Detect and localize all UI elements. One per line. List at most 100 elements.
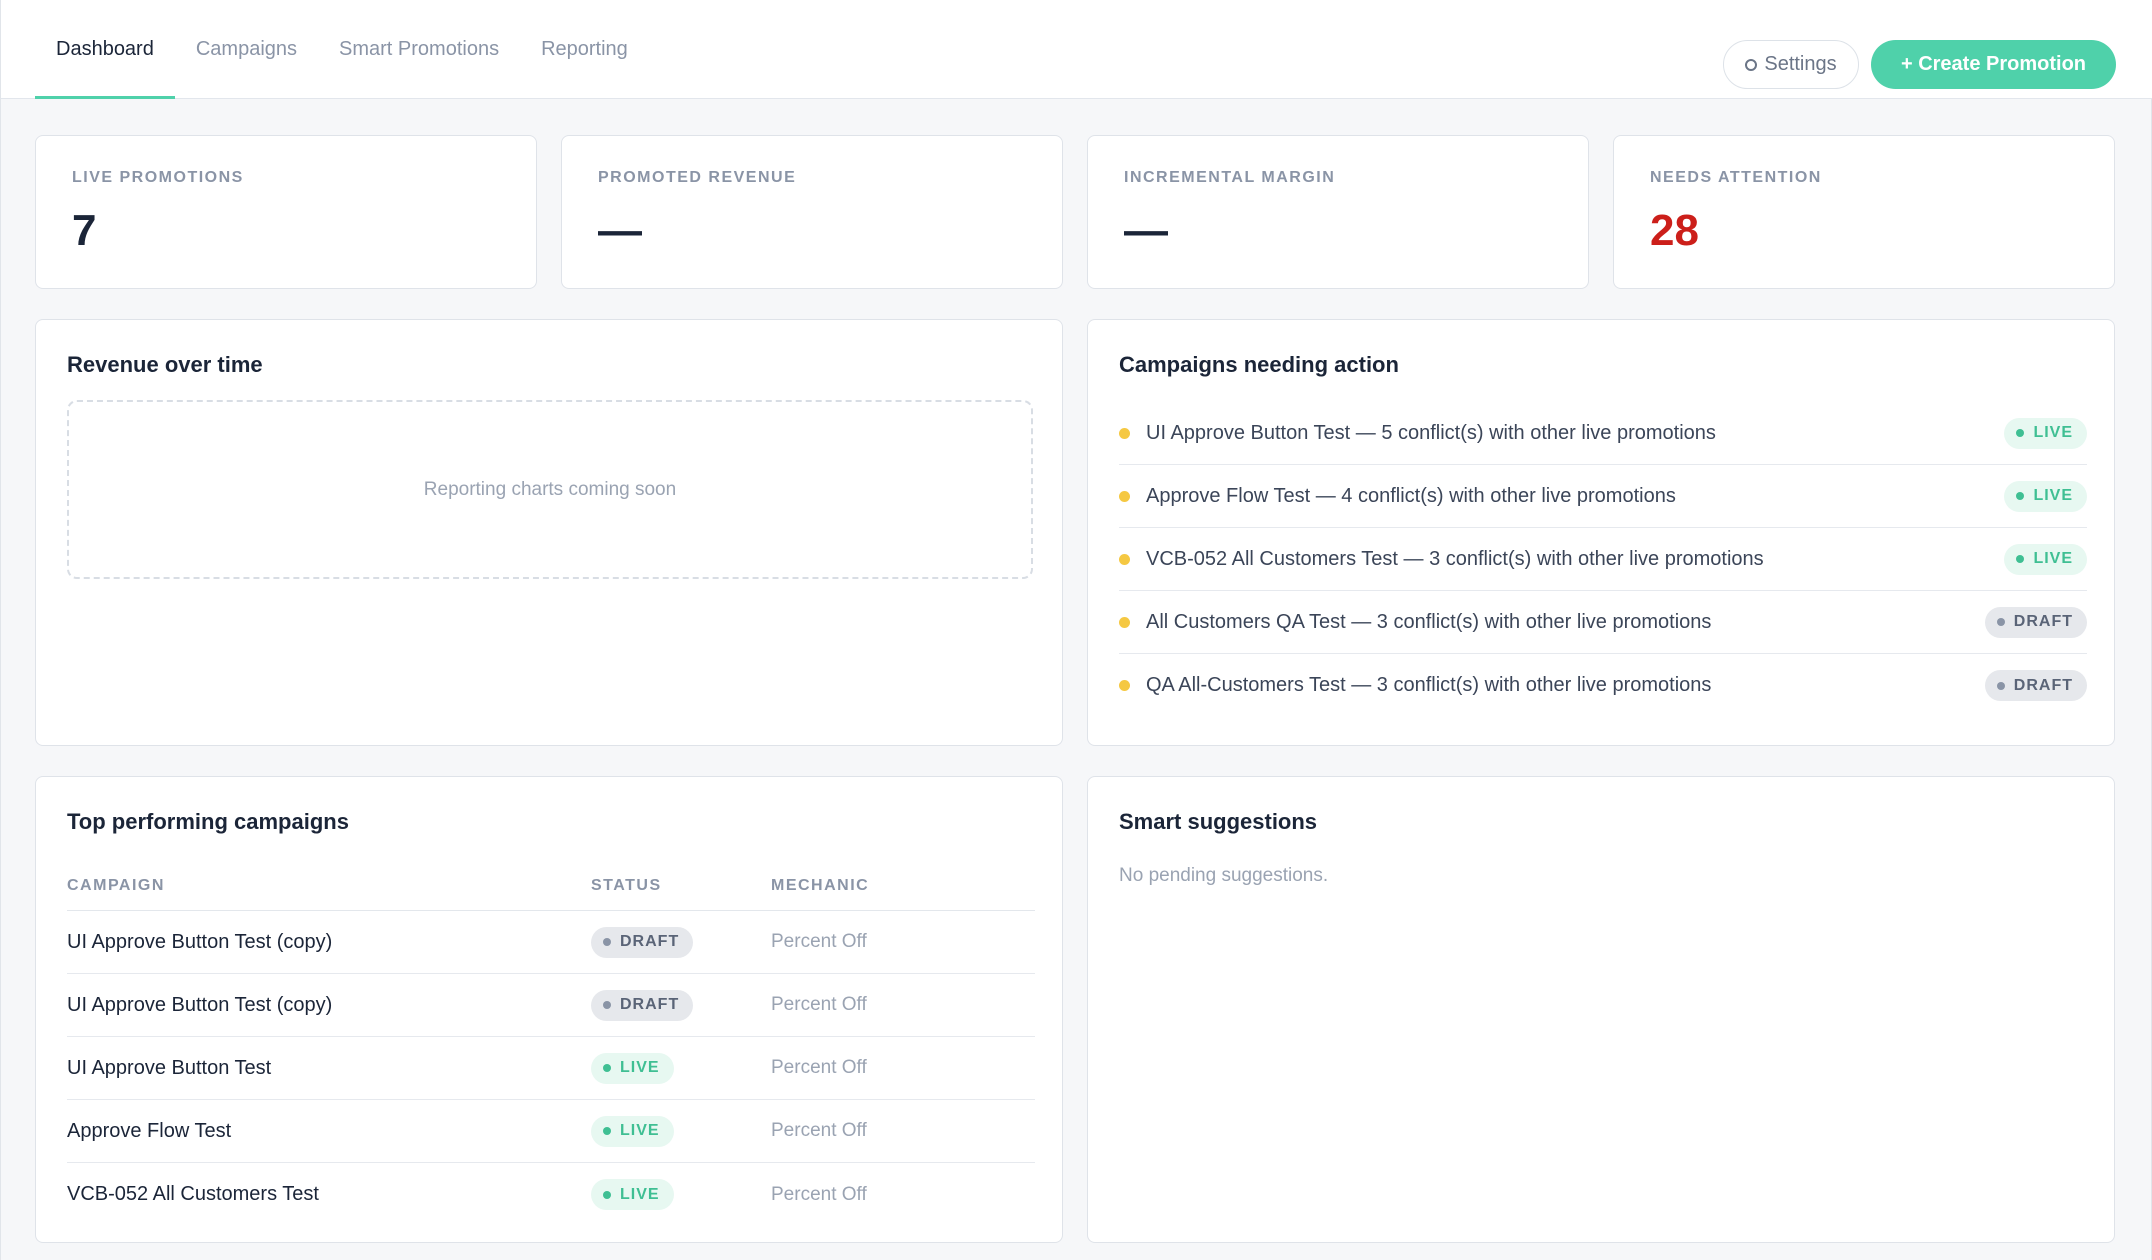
action-text: UI Approve Button Test — 5 conflict(s) w… <box>1146 421 1716 444</box>
status-label: LIVE <box>620 1185 660 1203</box>
status-badge: LIVE <box>2004 480 2087 512</box>
status-badge: LIVE <box>591 1179 674 1210</box>
kpi-value: — <box>1124 206 1168 255</box>
mechanic-cell: Percent Off <box>771 994 867 1015</box>
card-title: Top performing campaigns <box>67 809 349 834</box>
kpi-label: LIVE PROMOTIONS <box>72 169 244 186</box>
kpi-value: — <box>598 206 642 255</box>
table-header: CAMPAIGN STATUS MECHANIC <box>67 861 1035 911</box>
card-title: Smart suggestions <box>1119 809 1318 834</box>
status-label: LIVE <box>2033 550 2073 567</box>
kpi-label: INCREMENTAL MARGIN <box>1124 169 1336 186</box>
table-row[interactable]: VCB-052 All Customers Test LIVE Percent … <box>67 1163 1035 1226</box>
campaigns-needing-action-card: Campaigns needing action UI Approve Butt… <box>1087 319 2115 746</box>
campaign-name: UI Approve Button Test <box>67 1056 272 1079</box>
status-dot-icon <box>2016 492 2025 500</box>
status-dot-icon <box>603 1127 611 1135</box>
tab-campaigns[interactable]: Campaigns <box>195 38 298 60</box>
tab-smart-promotions[interactable]: Smart Promotions <box>339 38 500 60</box>
table-row[interactable]: UI Approve Button Test (copy) DRAFT Perc… <box>67 974 1035 1037</box>
status-badge: LIVE <box>591 1115 674 1147</box>
action-text: All Customers QA Test — 3 conflict(s) wi… <box>1146 610 1712 633</box>
kpi-card-live-promotions: LIVE PROMOTIONS 7 <box>35 135 537 289</box>
mechanic-cell: Percent Off <box>771 1057 867 1078</box>
kpi-card-promoted-revenue: PROMOTED REVENUE — <box>561 135 1063 289</box>
status-badge: DRAFT <box>1984 670 2087 701</box>
chart-placeholder: Reporting charts coming soon <box>67 400 1033 579</box>
card-title: Campaigns needing action <box>1119 352 1399 377</box>
status-badge: LIVE <box>591 1052 674 1084</box>
revenue-card: Revenue over time Reporting charts comin… <box>35 319 1063 746</box>
column-header-campaign: CAMPAIGN <box>67 876 165 894</box>
top-campaigns-card: Top performing campaigns CAMPAIGN STATUS… <box>35 776 1063 1243</box>
status-cell: DRAFT <box>591 989 771 1021</box>
warning-dot-icon <box>1119 427 1130 439</box>
action-text: QA All-Customers Test — 3 conflict(s) wi… <box>1146 674 1712 696</box>
column-header-status: STATUS <box>591 876 662 894</box>
status-dot-icon <box>603 1190 611 1199</box>
status-dot-icon <box>2016 555 2025 563</box>
settings-label: Settings <box>1764 53 1837 75</box>
mechanic-cell: Percent Off <box>771 931 867 952</box>
smart-suggestions-card: Smart suggestions No pending suggestions… <box>1087 776 2115 1243</box>
warning-dot-icon <box>1119 616 1130 628</box>
table-row[interactable]: UI Approve Button Test (copy) DRAFT Perc… <box>67 911 1035 974</box>
mechanic-cell: Percent Off <box>771 1183 867 1205</box>
status-cell: LIVE <box>591 1052 771 1084</box>
campaign-name: VCB-052 All Customers Test <box>67 1183 319 1205</box>
table-row[interactable]: Approve Flow Test LIVE Percent Off <box>67 1100 1035 1163</box>
settings-button[interactable]: Settings <box>1723 40 1859 89</box>
top-nav-bar: Dashboard Campaigns Smart Promotions Rep… <box>1 0 2152 99</box>
warning-dot-icon <box>1119 680 1130 691</box>
campaign-name: UI Approve Button Test (copy) <box>67 993 333 1016</box>
status-dot-icon <box>2016 429 2025 437</box>
gear-icon <box>1745 58 1758 71</box>
kpi-label: NEEDS ATTENTION <box>1650 169 1822 186</box>
warning-dot-icon <box>1119 490 1130 502</box>
status-cell: LIVE <box>591 1115 771 1147</box>
campaign-name: UI Approve Button Test (copy) <box>67 930 333 953</box>
table-row[interactable]: UI Approve Button Test LIVE Percent Off <box>67 1037 1035 1100</box>
status-label: DRAFT <box>2013 613 2073 630</box>
status-dot-icon <box>1996 618 2005 626</box>
list-item[interactable]: UI Approve Button Test — 5 conflict(s) w… <box>1119 402 2087 465</box>
action-list: UI Approve Button Test — 5 conflict(s) w… <box>1119 402 2087 717</box>
tab-reporting[interactable]: Reporting <box>541 38 628 60</box>
empty-state-text: No pending suggestions. <box>1119 865 1329 886</box>
status-label: LIVE <box>620 1059 660 1076</box>
action-text: Approve Flow Test — 4 conflict(s) with o… <box>1146 484 1676 507</box>
status-dot-icon <box>603 1001 611 1009</box>
campaign-name: Approve Flow Test <box>67 1119 232 1142</box>
kpi-card-needs-attention: NEEDS ATTENTION 28 <box>1613 135 2115 289</box>
status-badge: LIVE <box>2004 543 2087 575</box>
create-promotion-button[interactable]: + Create Promotion <box>1871 40 2116 89</box>
status-cell: DRAFT <box>591 926 771 958</box>
status-label: DRAFT <box>620 996 680 1013</box>
card-title: Revenue over time <box>67 352 263 377</box>
status-dot-icon <box>603 1064 611 1072</box>
status-badge: LIVE <box>2004 417 2087 449</box>
campaigns-table: CAMPAIGN STATUS MECHANIC UI Approve Butt… <box>67 861 1035 1226</box>
status-label: DRAFT <box>2013 676 2073 694</box>
kpi-value: 7 <box>72 206 97 255</box>
status-label: LIVE <box>2033 424 2073 441</box>
status-cell: LIVE <box>591 1179 771 1210</box>
nav-tabs: Dashboard Campaigns Smart Promotions Rep… <box>35 0 649 99</box>
status-badge: DRAFT <box>591 926 694 958</box>
warning-dot-icon <box>1119 553 1130 565</box>
kpi-value: 28 <box>1650 206 1699 255</box>
status-label: DRAFT <box>620 933 680 950</box>
mechanic-cell: Percent Off <box>771 1120 867 1141</box>
kpi-card-incremental-margin: INCREMENTAL MARGIN — <box>1087 135 1589 289</box>
action-text: VCB-052 All Customers Test — 3 conflict(… <box>1146 547 1764 570</box>
status-dot-icon <box>1996 681 2005 690</box>
list-item[interactable]: Approve Flow Test — 4 conflict(s) with o… <box>1119 465 2087 528</box>
list-item[interactable]: VCB-052 All Customers Test — 3 conflict(… <box>1119 528 2087 591</box>
list-item[interactable]: QA All-Customers Test — 3 conflict(s) wi… <box>1119 654 2087 717</box>
list-item[interactable]: All Customers QA Test — 3 conflict(s) wi… <box>1119 591 2087 654</box>
status-dot-icon <box>603 938 611 946</box>
tab-dashboard[interactable]: Dashboard <box>35 0 175 99</box>
status-badge: DRAFT <box>1984 606 2087 638</box>
status-label: LIVE <box>620 1122 660 1139</box>
